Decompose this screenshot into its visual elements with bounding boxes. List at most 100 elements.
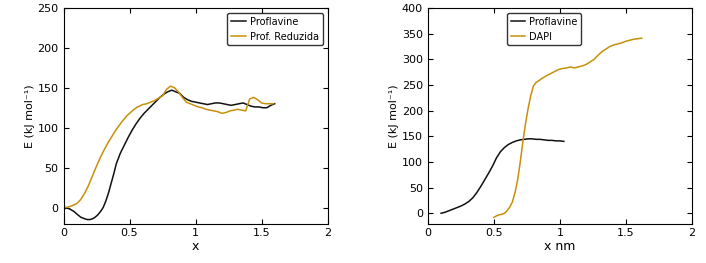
DAPI <box>498 213 506 216</box>
DAPI <box>540 76 549 79</box>
DAPI <box>516 160 525 164</box>
Prof. Reduzida <box>217 112 226 115</box>
Proflavine <box>508 141 517 144</box>
DAPI <box>530 84 538 88</box>
DAPI <box>594 54 602 57</box>
DAPI <box>510 191 519 194</box>
DAPI <box>490 216 498 219</box>
DAPI <box>519 140 527 143</box>
DAPI <box>586 60 594 63</box>
DAPI <box>633 37 642 40</box>
DAPI <box>495 213 503 216</box>
Prof. Reduzida <box>133 105 142 109</box>
Prof. Reduzida <box>166 85 174 88</box>
DAPI <box>562 66 570 69</box>
DAPI <box>513 178 522 181</box>
Proflavine <box>445 209 453 212</box>
Line: Proflavine: Proflavine <box>66 90 275 220</box>
DAPI <box>505 206 514 209</box>
Proflavine <box>441 211 449 214</box>
Proflavine <box>532 138 540 141</box>
Legend: Proflavine, Prof. Reduzida: Proflavine, Prof. Reduzida <box>227 13 323 45</box>
Proflavine <box>560 140 568 143</box>
DAPI <box>546 72 555 75</box>
DAPI <box>626 39 634 42</box>
Proflavine <box>104 192 113 195</box>
Proflavine <box>465 200 473 203</box>
Proflavine <box>484 172 493 175</box>
Prof. Reduzida <box>269 102 277 105</box>
Proflavine <box>167 89 176 92</box>
Proflavine <box>480 178 489 181</box>
Proflavine <box>219 102 227 105</box>
Proflavine <box>536 138 544 141</box>
DAPI <box>551 70 559 73</box>
DAPI <box>500 212 508 215</box>
Line: Proflavine: Proflavine <box>441 139 564 213</box>
Y-axis label: E (kJ mol⁻¹): E (kJ mol⁻¹) <box>25 84 35 148</box>
Proflavine <box>477 185 485 188</box>
DAPI <box>503 209 511 212</box>
Proflavine <box>453 206 461 209</box>
Proflavine <box>457 205 465 208</box>
DAPI <box>521 122 530 125</box>
DAPI <box>630 38 638 41</box>
DAPI <box>537 77 546 80</box>
Proflavine <box>489 164 497 168</box>
DAPI <box>582 63 590 66</box>
Line: DAPI: DAPI <box>494 38 642 218</box>
X-axis label: x nm: x nm <box>544 240 575 253</box>
Proflavine <box>520 138 529 141</box>
Y-axis label: E (kJ mol⁻¹): E (kJ mol⁻¹) <box>389 84 399 148</box>
X-axis label: x: x <box>192 240 199 253</box>
Proflavine <box>544 139 552 142</box>
Prof. Reduzida <box>206 109 215 112</box>
Prof. Reduzida <box>128 109 136 113</box>
DAPI <box>508 200 517 204</box>
Proflavine <box>243 103 251 106</box>
DAPI <box>492 214 501 218</box>
Prof. Reduzida <box>108 134 116 137</box>
DAPI <box>532 81 540 84</box>
Proflavine <box>504 143 513 146</box>
DAPI <box>534 79 543 82</box>
Proflavine <box>548 139 556 142</box>
DAPI <box>598 50 606 53</box>
Proflavine <box>270 102 279 105</box>
DAPI <box>602 47 610 50</box>
Proflavine <box>263 106 271 109</box>
Proflavine <box>516 138 525 141</box>
DAPI <box>578 64 587 68</box>
DAPI <box>574 65 582 69</box>
DAPI <box>590 58 599 61</box>
DAPI <box>606 45 614 48</box>
DAPI <box>554 68 563 71</box>
Proflavine <box>107 182 115 185</box>
Proflavine <box>83 218 92 221</box>
Proflavine <box>460 203 469 206</box>
Proflavine <box>540 138 549 141</box>
DAPI <box>542 74 551 77</box>
DAPI <box>638 37 646 40</box>
Line: Prof. Reduzida: Prof. Reduzida <box>66 86 273 208</box>
Proflavine <box>496 150 505 153</box>
DAPI <box>558 67 567 70</box>
Proflavine <box>556 139 564 143</box>
Proflavine <box>472 191 481 194</box>
DAPI <box>610 43 618 47</box>
Proflavine <box>469 196 477 199</box>
Proflavine <box>62 206 71 209</box>
Proflavine <box>528 137 537 140</box>
DAPI <box>524 107 532 110</box>
Proflavine <box>449 208 457 211</box>
DAPI <box>570 66 579 69</box>
Proflavine <box>512 139 520 143</box>
Proflavine <box>524 137 532 140</box>
DAPI <box>527 94 535 97</box>
DAPI <box>614 42 622 45</box>
Prof. Reduzida <box>265 102 274 105</box>
DAPI <box>566 65 575 69</box>
Proflavine <box>551 139 560 143</box>
DAPI <box>618 41 626 44</box>
Prof. Reduzida <box>62 206 71 209</box>
